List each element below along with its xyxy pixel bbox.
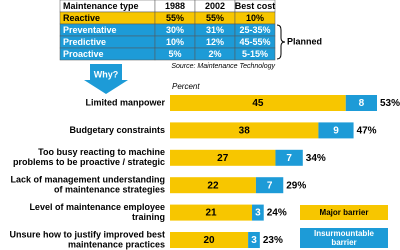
axis-label: Percent	[172, 82, 200, 91]
total-label: 24%	[267, 208, 287, 219]
bar-segment	[170, 177, 256, 194]
category-label: Lack of management understanding	[10, 175, 165, 185]
value-label: 7	[267, 180, 273, 191]
total-label: 23%	[263, 235, 283, 246]
value-label: 20	[203, 235, 215, 246]
value-label: 3	[251, 235, 257, 246]
table-text: 45-55%	[239, 37, 270, 47]
bar-segment	[170, 204, 253, 221]
bar-segment	[170, 95, 346, 111]
category-label: Budgetary constraints	[69, 125, 165, 135]
value-label: 38	[239, 126, 251, 137]
bar-segment	[170, 232, 249, 248]
bar-segment	[170, 122, 319, 139]
legend-item: Major barrier	[300, 205, 388, 220]
table-text: Best cost	[235, 1, 276, 11]
bar-segment	[345, 95, 377, 111]
table-text: 12%	[206, 37, 224, 47]
table-text: Reactive	[63, 13, 100, 23]
category-label: Level of maintenance employee	[29, 202, 165, 212]
table-cell	[234, 47, 276, 61]
value-label: 45	[252, 98, 264, 109]
table-text: Predictive	[63, 37, 106, 47]
table-text: 10%	[166, 37, 184, 47]
category-label: problems to be proactive / strategic	[13, 157, 165, 167]
arrow-label: Why?	[94, 69, 119, 79]
value-label: 27	[217, 153, 229, 164]
bracket-label: Planned	[287, 36, 322, 46]
table-text: 55%	[166, 13, 184, 23]
category-label: of maintenance strategies	[54, 185, 165, 195]
table-text: 55%	[206, 13, 224, 23]
total-label: 29%	[286, 180, 306, 191]
value-label: 8	[359, 98, 365, 109]
value-label: 3	[255, 208, 261, 219]
bar-segment	[318, 122, 354, 139]
table-text: 5%	[168, 49, 181, 59]
total-label: 47%	[357, 126, 377, 137]
value-label: 7	[286, 153, 292, 164]
table-text: Proactive	[63, 49, 104, 59]
source: Source: Maintenance Technology	[171, 63, 275, 70]
table-text: 30%	[166, 25, 184, 35]
table-text: 1988	[165, 1, 185, 11]
legend-item: Insurmountable barrier	[300, 228, 388, 248]
bar-segment	[248, 232, 260, 248]
table-text: 2%	[208, 49, 221, 59]
category-label: Unsure how to justify improved best	[9, 229, 165, 239]
why-arrow	[84, 64, 128, 94]
bracket	[276, 24, 286, 60]
bar-segment	[275, 149, 303, 166]
total-label: 53%	[380, 98, 400, 109]
table-text: 25-35%	[239, 25, 270, 35]
category-label: training	[132, 212, 165, 222]
table-text: Preventative	[63, 25, 117, 35]
value-label: 21	[205, 208, 217, 219]
bar-segment	[170, 149, 276, 166]
value-label: 22	[207, 180, 219, 191]
table-text: 2002	[205, 1, 225, 11]
bar-segment	[252, 204, 264, 221]
table-text: 5-15%	[242, 49, 268, 59]
table-text: Maintenance type	[63, 1, 139, 11]
total-label: 34%	[306, 153, 326, 164]
category-label: maintenance practices	[68, 239, 165, 249]
table-text: 31%	[206, 25, 224, 35]
bar-segment	[255, 177, 284, 194]
category-label: Too busy reacting to machine	[38, 147, 165, 157]
category-label: Limited manpower	[85, 97, 165, 107]
table-text: 10%	[246, 13, 264, 23]
value-label: 9	[333, 126, 339, 137]
